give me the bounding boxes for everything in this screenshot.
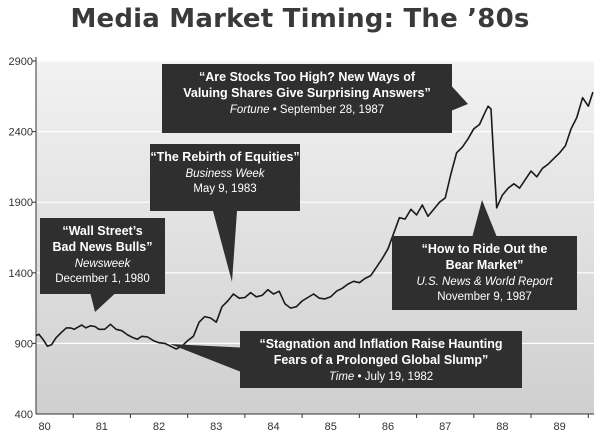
callout-headline: “How to Ride Out the <box>422 242 548 256</box>
callout-pointer <box>170 344 240 372</box>
y-tick-label: 2400 <box>9 127 33 139</box>
callout-box <box>40 218 165 294</box>
callout-headline: “The Rebirth of Equities” <box>150 150 299 164</box>
callout-headline: Fears of a Prolonged Global Slump” <box>274 353 489 367</box>
x-tick-label: 82 <box>153 421 165 433</box>
callout-2: “The Rebirth of Equities” Business Week Ma… <box>150 144 300 282</box>
x-tick-label: 87 <box>439 421 451 433</box>
callout-pointer <box>472 200 497 236</box>
x-tick-label: 85 <box>325 421 337 433</box>
y-tick-label: 1400 <box>9 268 33 280</box>
callout-pointer <box>213 211 237 282</box>
callout-date: November 9, 1987 <box>437 291 532 303</box>
callout-3: “Are Stocks Too High? New Ways of Valuing… <box>162 64 468 133</box>
x-tick-label: 84 <box>267 421 279 433</box>
callout-box <box>162 64 452 133</box>
callout-headline: Bear Market” <box>446 258 524 272</box>
y-tick-label: 2900 <box>9 56 33 68</box>
callout-box <box>150 144 300 211</box>
callout-source: Time • July 19, 1982 <box>329 371 433 383</box>
x-tick-label: 83 <box>210 421 222 433</box>
callout-headline: Valuing Shares Give Surprising Answers” <box>183 86 431 100</box>
callout-headline: “Wall Street’s <box>62 224 142 238</box>
callout-date: May 9, 1983 <box>193 183 256 195</box>
callout-date: December 1, 1980 <box>55 273 150 285</box>
callout-box <box>240 331 522 388</box>
callout-box <box>392 236 577 310</box>
callout-headline: Bad News Bulls” <box>52 240 152 254</box>
callout-source: U.S. News & World Report <box>416 276 553 288</box>
x-tick-label: 81 <box>96 421 108 433</box>
callout-headline: “Stagnation and Inflation Raise Haunting <box>259 337 502 351</box>
callout-pointer <box>452 86 468 111</box>
callout-pointer <box>90 294 115 312</box>
callout-5: “Stagnation and Inflation Raise Haunting… <box>170 331 522 388</box>
x-tick-label: 86 <box>382 421 394 433</box>
callout-headline: “Are Stocks Too High? New Ways of <box>199 70 416 84</box>
x-tick-label: 88 <box>496 421 508 433</box>
y-tick-label: 1900 <box>9 197 33 209</box>
series-line <box>35 91 594 350</box>
callout-4: “How to Ride Out the Bear Market” U.S. New… <box>392 200 577 310</box>
chart-title: Media Market Timing: The ’80s <box>70 4 530 34</box>
callout-source: Business Week <box>185 168 265 180</box>
callout-source: Fortune • September 28, 1987 <box>230 104 384 116</box>
y-tick-label: 400 <box>15 409 33 421</box>
callout-1: “Wall Street’s Bad News Bulls” Newsweek Dec… <box>40 218 165 312</box>
x-tick-label: 80 <box>38 421 50 433</box>
x-tick-label: 89 <box>554 421 566 433</box>
y-tick-label: 900 <box>15 338 33 350</box>
callout-source: Newsweek <box>75 258 132 270</box>
